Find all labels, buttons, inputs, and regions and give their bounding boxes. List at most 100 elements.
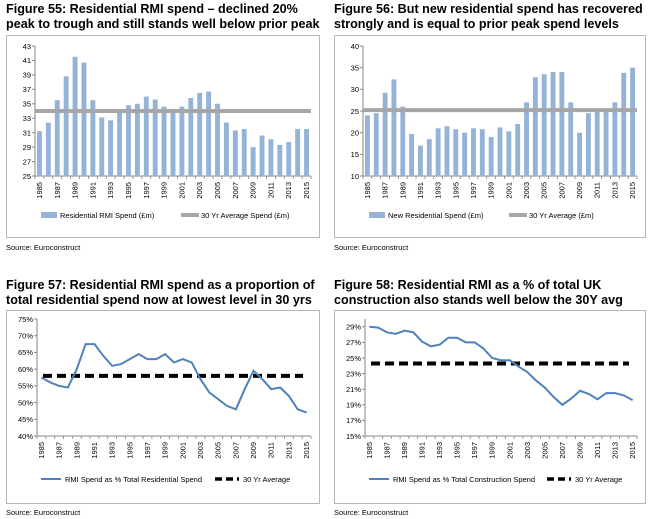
- x-tick-label: 1991: [88, 182, 97, 199]
- x-tick-label: 2009: [249, 182, 258, 199]
- x-tick-label: 1987: [381, 182, 390, 199]
- bar: [206, 91, 212, 176]
- x-tick-label: 2009: [575, 442, 584, 459]
- legend-label-average: 30 Yr Average: [575, 475, 622, 484]
- figure-57-title: Figure 57: Residential RMI spend as a pr…: [6, 278, 315, 307]
- y-tick-label: 75%: [18, 315, 33, 324]
- y-tick-label: 41: [23, 56, 31, 65]
- bar: [621, 72, 627, 176]
- x-tick-label: 2005: [540, 442, 549, 459]
- bar: [409, 133, 415, 176]
- bar: [479, 129, 485, 176]
- bar: [462, 132, 468, 176]
- x-tick-label: 2013: [611, 442, 620, 459]
- x-tick-label: 1989: [72, 442, 81, 459]
- figure-58-chart: 15% 17% 19% 21% 23% 25% 27% 29% 1985 1987 1989 1991…: [334, 310, 646, 504]
- x-tick-label: 2001: [177, 182, 186, 199]
- x-tick-label: 1997: [143, 442, 152, 459]
- legend-swatch-bar: [369, 212, 385, 218]
- x-tick-label: 2011: [267, 442, 276, 458]
- x-tick-label: 2009: [249, 442, 258, 459]
- y-tick-label: 70%: [18, 332, 33, 341]
- bar: [232, 130, 238, 176]
- x-tick-label: 2015: [302, 442, 311, 459]
- bar: [382, 92, 388, 176]
- bar: [268, 139, 274, 176]
- figure-57-source: Source: Euroconstruct: [6, 508, 81, 517]
- y-tick-label: 35: [23, 100, 31, 109]
- bar: [391, 79, 397, 176]
- x-tick-label: 2005: [214, 442, 223, 459]
- bar: [108, 120, 114, 176]
- bar: [45, 122, 51, 176]
- x-tick-label: 1997: [470, 442, 479, 459]
- bar: [72, 56, 78, 176]
- bar: [90, 100, 96, 176]
- y-tick-label: 43: [23, 42, 31, 51]
- series-line: [369, 325, 634, 407]
- series-line: [40, 343, 307, 414]
- bar: [170, 108, 176, 176]
- x-tick-label: 1995: [451, 182, 460, 199]
- x-tick-label: 2007: [558, 442, 567, 459]
- bar: [99, 117, 105, 176]
- figure-57-chart: 40% 45% 50% 55% 60% 65% 70% 75% 1985 1987 1989 1991…: [6, 310, 320, 504]
- y-tick-label: 21%: [346, 385, 361, 394]
- x-tick-label: 2001: [504, 182, 513, 199]
- bar: [161, 106, 167, 176]
- figure-55-panel: Figure 55: Residential RMI spend – decli…: [6, 0, 320, 258]
- y-tick-label: 10: [351, 172, 359, 181]
- bar: [418, 145, 423, 176]
- legend-label-bar: Residential RMI Spend (£m): [60, 211, 155, 220]
- x-tick-label: 1989: [71, 182, 80, 199]
- y-tick-label: 40%: [18, 432, 33, 441]
- legend-label-average: 30 Yr Average: [243, 475, 290, 484]
- bar: [577, 132, 582, 176]
- bar: [37, 131, 42, 176]
- x-tick-label: 2003: [196, 442, 205, 459]
- bar: [126, 105, 131, 176]
- legend-label-line: RMI Spend as % Total Construction Spend: [393, 475, 535, 484]
- figure-58-title: Figure 58: Residential RMI as a % of tot…: [334, 278, 623, 307]
- y-tick-label: 29%: [346, 323, 361, 332]
- x-tick-label: 1985: [37, 442, 46, 459]
- bar: [506, 131, 512, 176]
- x-tick-label: 2007: [231, 442, 240, 459]
- bar: [435, 128, 441, 176]
- x-tick-label: 2001: [505, 442, 514, 459]
- x-tick-label: 1991: [90, 442, 99, 459]
- bar: [295, 129, 301, 176]
- bar: [568, 102, 574, 176]
- figure-56-panel: Figure 56: But new residential spend has…: [334, 0, 646, 258]
- x-tick-label: 1999: [487, 182, 496, 199]
- x-tick-label: 2011: [266, 182, 275, 198]
- figure-56-chart: 10 15 20 25 30 35 40 1985 1987 1989 1991 1993 1995 19…: [334, 35, 646, 238]
- bar: [286, 142, 292, 176]
- bar: [54, 100, 60, 176]
- bar: [550, 72, 556, 176]
- x-tick-label: 1997: [469, 182, 478, 199]
- x-tick-label: 2007: [557, 182, 566, 199]
- bar: [143, 96, 149, 176]
- x-tick-label: 2013: [284, 442, 293, 459]
- bar: [515, 124, 521, 176]
- figure-58-svg: 15% 17% 19% 21% 23% 25% 27% 29% 1985 1987 1989 1991…: [346, 319, 638, 484]
- x-tick-label: 1993: [108, 442, 117, 459]
- bar: [241, 129, 247, 176]
- y-tick-label: 31: [23, 128, 31, 137]
- y-tick-label: 40: [351, 42, 359, 51]
- figure-55-source: Source: Euroconstruct: [6, 243, 81, 252]
- x-tick-label: 2015: [628, 442, 637, 459]
- y-tick-label: 27%: [346, 338, 361, 347]
- x-tick-label: 1997: [142, 182, 151, 199]
- bar: [259, 135, 265, 176]
- x-tick-label: 2015: [302, 182, 311, 199]
- y-tick-label: 20: [351, 128, 359, 137]
- figure-57-svg: 40% 45% 50% 55% 60% 65% 70% 75% 1985 1987 1989 1991…: [18, 315, 312, 484]
- legend-label-average: 30 Yr Average (£m): [529, 211, 594, 220]
- figure-56-title: Figure 56: But new residential spend has…: [334, 2, 643, 31]
- bar: [426, 139, 432, 176]
- bar: [585, 113, 591, 176]
- legend-label-line: RMI Spend as % Total Residential Spend: [65, 475, 202, 484]
- bar: [444, 126, 450, 176]
